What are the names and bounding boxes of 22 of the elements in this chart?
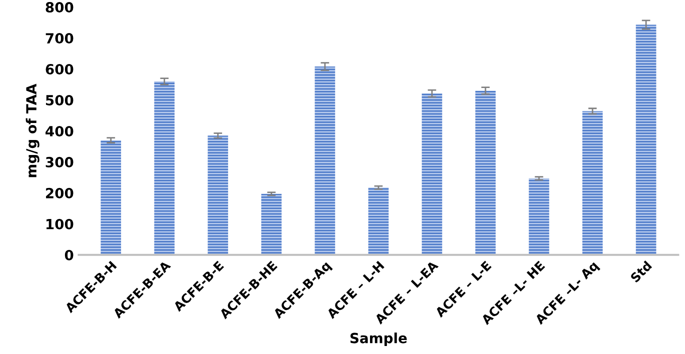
bar <box>582 111 603 255</box>
bar <box>636 24 656 255</box>
y-tick-label: 700 <box>46 33 74 44</box>
bar <box>528 178 550 255</box>
y-tick-label: 600 <box>46 64 74 75</box>
bar <box>154 81 175 255</box>
y-tick-label: 500 <box>46 94 74 106</box>
y-tick-label: 300 <box>46 156 74 168</box>
bar <box>422 94 442 255</box>
bar <box>208 136 228 255</box>
y-axis-title: mg/g of TAA <box>26 84 40 178</box>
y-tick-label: 100 <box>46 218 74 230</box>
x-axis-title: Sample <box>350 332 407 346</box>
bar <box>261 194 282 255</box>
bar <box>368 188 389 255</box>
y-tick-label: 0 <box>64 250 74 260</box>
bar <box>475 90 496 255</box>
y-tick-label: 400 <box>46 126 74 136</box>
y-tick-label: 800 <box>46 2 74 13</box>
bar <box>100 140 122 255</box>
y-tick-label: 200 <box>46 188 74 198</box>
bar <box>314 66 336 255</box>
